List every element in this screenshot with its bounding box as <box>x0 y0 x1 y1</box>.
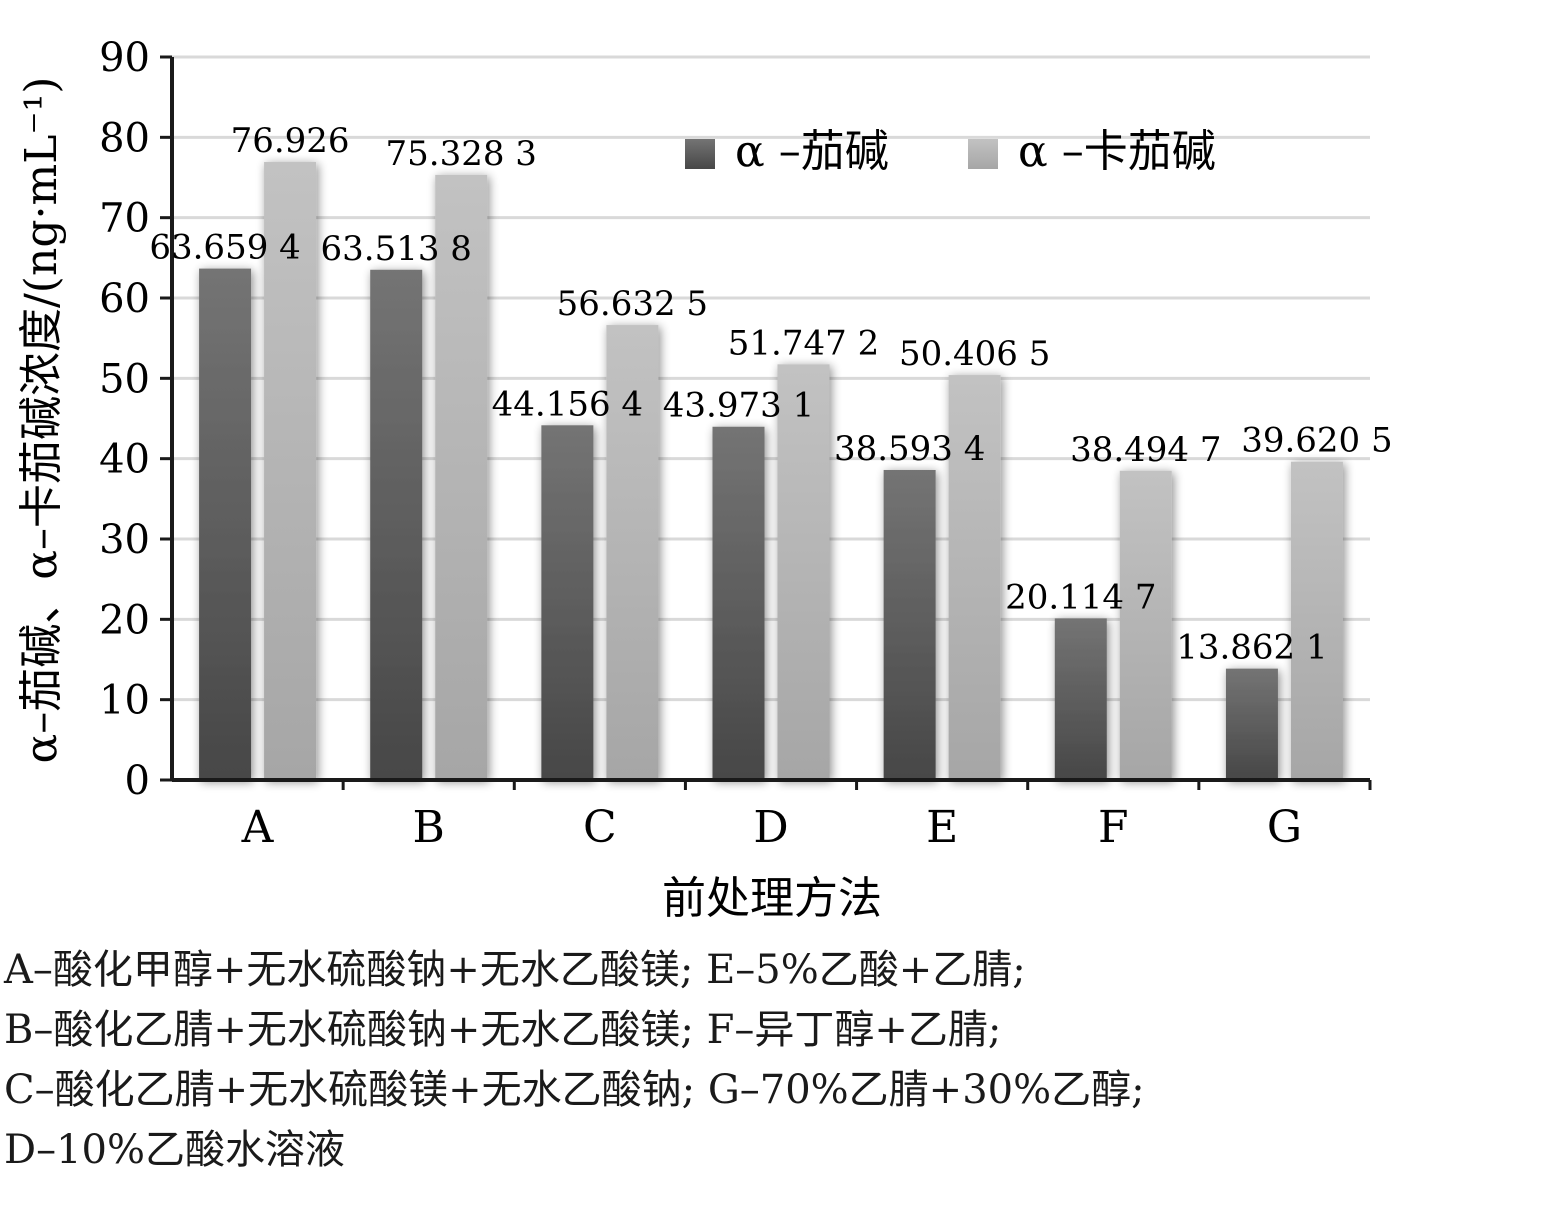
x-tick-label-C: C <box>583 802 617 853</box>
y-tick-label-3: 30 <box>99 517 150 563</box>
legend-swatch-0 <box>685 139 715 169</box>
y-tick-label-6: 60 <box>99 276 150 322</box>
bar-F-series-1 <box>1119 470 1172 780</box>
data-label-D-series-0: 43.973 1 <box>663 386 814 426</box>
y-tick-labels: 0 10 20 30 40 50 60 70 80 90 <box>99 35 150 804</box>
axes <box>160 55 1372 790</box>
data-label-E-series-0: 38.593 4 <box>834 429 985 469</box>
data-labels: 63.659 4 76.926 63.513 8 75.328 3 44.156 4 56… <box>149 121 1392 668</box>
bar-G-series-1 <box>1290 461 1343 780</box>
y-tick-label-4: 40 <box>99 437 150 483</box>
y-tick-label-8: 80 <box>99 115 150 161</box>
data-label-F-series-1: 38.494 7 <box>1070 430 1221 470</box>
y-tick-label-1: 10 <box>99 678 150 724</box>
y-tick-label-0: 0 <box>125 758 150 804</box>
bar-A-series-0 <box>199 268 252 780</box>
data-label-F-series-0: 20.114 7 <box>1005 577 1156 617</box>
x-axis-title: 前处理方法 <box>662 873 882 924</box>
data-label-A-series-1: 76.926 <box>231 121 350 161</box>
x-tick-label-E: E <box>926 802 958 853</box>
x-tick-label-B: B <box>413 802 445 853</box>
bar-C-series-1 <box>606 325 659 780</box>
legend: α –茄碱 α –卡茄碱 <box>685 126 1216 177</box>
y-tick-label-5: 50 <box>99 356 150 402</box>
data-label-A-series-0: 63.659 4 <box>149 228 300 268</box>
bar-G-series-0 <box>1225 668 1278 780</box>
x-tick-label-G: G <box>1267 802 1302 853</box>
x-tick-label-A: A <box>241 802 275 853</box>
note-line-a-e: A–酸化甲醇+无水硫酸钠+无水乙酸镁; E–5%乙酸+乙腈; <box>4 947 1026 993</box>
note-line-b-f: B–酸化乙腈+无水硫酸钠+无水乙酸镁; F–异丁醇+乙腈; <box>4 1007 1002 1053</box>
x-tick-label-F: F <box>1098 802 1129 853</box>
y-tick-label-2: 20 <box>99 597 150 643</box>
data-label-C-series-0: 44.156 4 <box>492 384 643 424</box>
bar-B-series-1 <box>435 174 488 780</box>
bar-A-series-1 <box>264 162 317 780</box>
bar-E-series-1 <box>948 375 1001 780</box>
bar-D-series-0 <box>712 426 765 780</box>
bar-F-series-0 <box>1054 618 1107 780</box>
note-line-d: D–10%乙酸水溶液 <box>4 1127 345 1173</box>
data-label-G-series-1: 39.620 5 <box>1241 421 1392 461</box>
data-label-G-series-0: 13.862 1 <box>1176 628 1327 668</box>
y-tick-label-7: 70 <box>99 196 150 242</box>
y-axis-title: α–茄碱、α–卡茄碱浓度/(ng·mL⁻¹) <box>16 77 67 764</box>
data-label-B-series-1: 75.328 3 <box>386 134 537 174</box>
data-label-C-series-1: 56.632 5 <box>557 284 708 324</box>
x-tick-labels: A B C D E F G <box>241 802 1302 853</box>
bar-B-series-0 <box>370 269 423 780</box>
bar-chart: 0 10 20 30 40 50 60 70 80 90 A B C D E F G 63.659 4 76.9… <box>16 35 1393 924</box>
legend-label-0: α –茄碱 <box>735 126 889 177</box>
legend-label-1: α –卡茄碱 <box>1018 126 1216 177</box>
bar-E-series-0 <box>883 469 936 780</box>
x-tick-label-D: D <box>753 802 788 853</box>
bar-D-series-1 <box>777 364 830 780</box>
bars <box>199 162 1343 780</box>
y-tick-label-9: 90 <box>99 35 150 81</box>
note-line-c-g: C–酸化乙腈+无水硫酸镁+无水乙酸钠; G–70%乙腈+30%乙醇; <box>4 1067 1145 1113</box>
data-label-D-series-1: 51.747 2 <box>728 323 879 363</box>
data-label-B-series-0: 63.513 8 <box>321 229 472 269</box>
bar-C-series-0 <box>541 425 594 780</box>
method-notes: A–酸化甲醇+无水硫酸钠+无水乙酸镁; E–5%乙酸+乙腈; B–酸化乙腈+无水… <box>4 940 1145 1180</box>
legend-swatch-1 <box>968 139 998 169</box>
data-label-E-series-1: 50.406 5 <box>899 334 1050 374</box>
